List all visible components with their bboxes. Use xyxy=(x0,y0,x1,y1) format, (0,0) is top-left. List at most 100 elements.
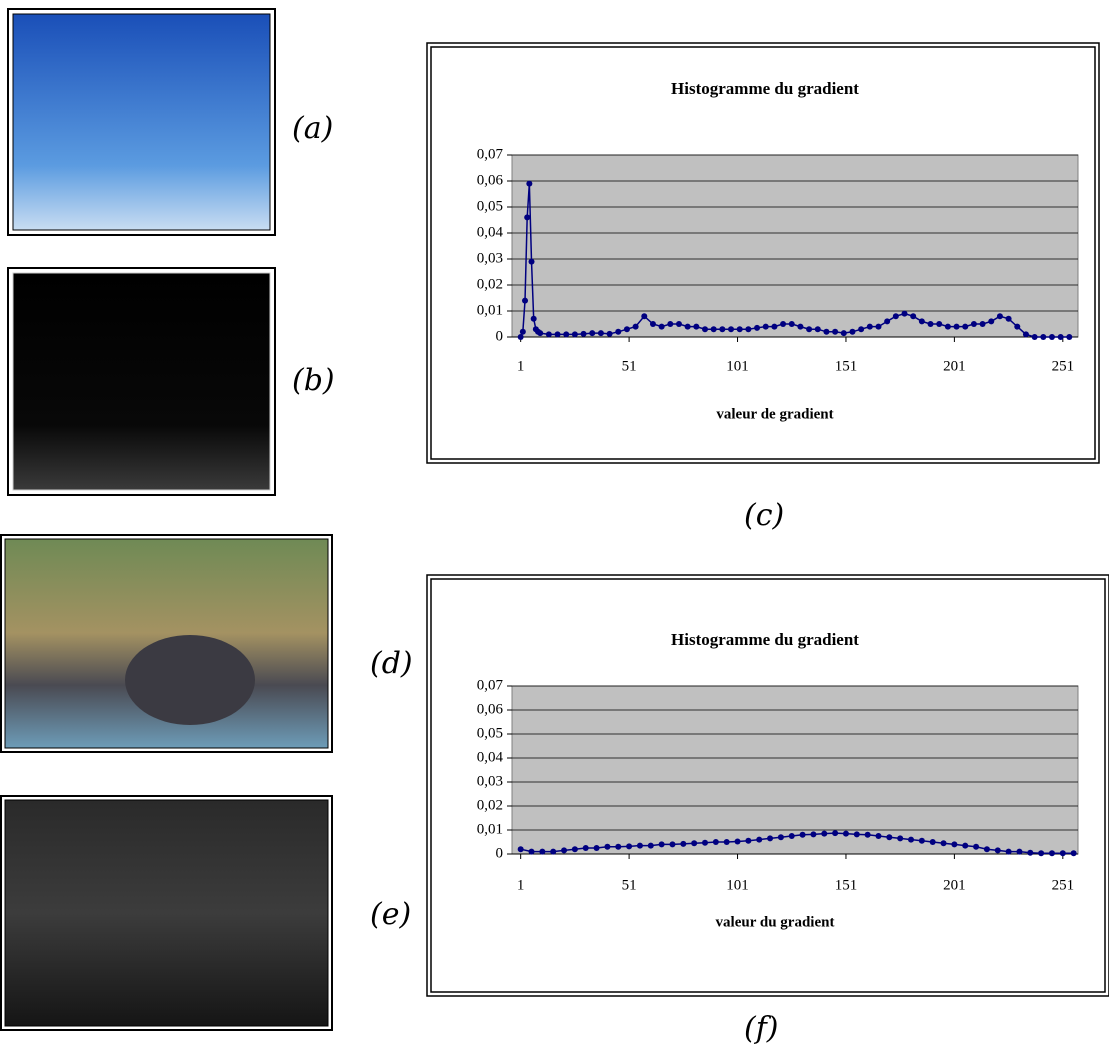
data-point xyxy=(908,836,915,843)
data-point xyxy=(550,848,557,855)
data-point xyxy=(875,833,882,839)
data-point xyxy=(604,843,611,850)
data-point xyxy=(821,830,828,837)
data-point xyxy=(832,328,839,335)
data-point xyxy=(1016,848,1023,855)
data-point xyxy=(886,834,893,841)
data-point xyxy=(962,323,969,330)
data-point xyxy=(745,837,752,844)
panel-label: (e) xyxy=(370,897,411,932)
x-tick-label: 201 xyxy=(943,877,966,893)
data-point xyxy=(710,326,717,333)
data-point xyxy=(767,835,774,842)
data-point xyxy=(754,324,761,331)
data-point xyxy=(669,841,676,848)
y-tick-label: 0,02 xyxy=(477,797,503,813)
y-tick-label: 0,01 xyxy=(477,821,503,837)
x-tick-label: 51 xyxy=(622,877,637,893)
data-point xyxy=(636,842,643,849)
data-point xyxy=(522,297,529,304)
data-point xyxy=(771,323,778,330)
data-point xyxy=(1031,334,1038,340)
data-point xyxy=(1005,315,1012,322)
x-tick-label: 201 xyxy=(943,358,966,374)
y-tick-label: 0,01 xyxy=(477,302,503,318)
data-point xyxy=(580,330,587,337)
data-point xyxy=(545,331,552,338)
data-point xyxy=(734,838,741,845)
data-point xyxy=(615,328,622,335)
data-point xyxy=(680,840,687,847)
data-point xyxy=(832,830,839,837)
x-axis-label: valeur du gradient xyxy=(716,914,835,930)
data-point xyxy=(563,331,570,338)
y-tick-label: 0 xyxy=(496,328,504,344)
data-point xyxy=(897,835,904,842)
y-tick-label: 0,04 xyxy=(477,224,504,240)
data-point xyxy=(571,846,578,853)
image-frames xyxy=(0,8,1109,1031)
data-point xyxy=(647,842,654,849)
data-point xyxy=(994,847,1001,854)
data-point xyxy=(691,840,698,847)
data-point xyxy=(530,315,537,322)
y-tick-label: 0,03 xyxy=(477,250,503,266)
data-point xyxy=(983,846,990,853)
plot-area xyxy=(511,685,1079,855)
data-point xyxy=(1038,850,1045,857)
y-tick-label: 0,04 xyxy=(477,749,504,765)
data-point xyxy=(526,180,533,187)
data-point xyxy=(901,310,908,317)
data-point xyxy=(728,326,735,333)
data-point xyxy=(528,258,535,265)
data-point xyxy=(658,841,665,848)
data-point xyxy=(777,834,784,841)
data-point xyxy=(524,214,531,221)
data-point xyxy=(667,321,674,327)
data-point xyxy=(1048,334,1055,340)
data-point xyxy=(810,831,817,838)
y-tick-label: 0,06 xyxy=(477,701,504,717)
data-point xyxy=(936,321,943,327)
data-point xyxy=(615,843,622,850)
y-tick-label: 0,03 xyxy=(477,773,503,789)
data-point xyxy=(962,842,969,849)
data-point xyxy=(719,326,726,333)
data-point xyxy=(702,326,709,333)
chart-title: Histogramme du gradient xyxy=(671,630,859,649)
x-tick-label: 1 xyxy=(517,358,525,374)
data-point xyxy=(641,313,648,320)
x-tick-label: 151 xyxy=(835,358,858,374)
data-point xyxy=(858,326,865,333)
panel-label: (a) xyxy=(292,111,333,146)
data-point xyxy=(918,837,925,844)
data-point xyxy=(927,321,934,327)
data-point xyxy=(517,334,524,340)
data-point xyxy=(675,321,682,327)
data-point xyxy=(712,839,719,845)
data-point xyxy=(842,830,849,837)
y-tick-label: 0,07 xyxy=(477,677,504,693)
data-point xyxy=(745,326,752,333)
data-point xyxy=(519,328,526,335)
data-point xyxy=(756,836,763,843)
data-point xyxy=(1070,850,1077,857)
data-line xyxy=(520,832,1074,855)
y-tick-label: 0 xyxy=(496,845,504,861)
y-tick-label: 0,05 xyxy=(477,725,503,741)
data-point xyxy=(736,326,743,333)
data-point xyxy=(797,323,804,330)
data-point xyxy=(823,328,830,335)
data-point xyxy=(658,323,665,330)
data-point xyxy=(996,313,1003,320)
data-point xyxy=(561,847,568,854)
data-point xyxy=(597,330,604,337)
data-point xyxy=(918,318,925,325)
data-point xyxy=(554,331,561,338)
data-point xyxy=(929,839,936,845)
data-point xyxy=(1040,334,1047,340)
x-tick-label: 101 xyxy=(726,358,749,374)
data-point xyxy=(626,843,633,850)
x-tick-label: 101 xyxy=(726,877,749,893)
